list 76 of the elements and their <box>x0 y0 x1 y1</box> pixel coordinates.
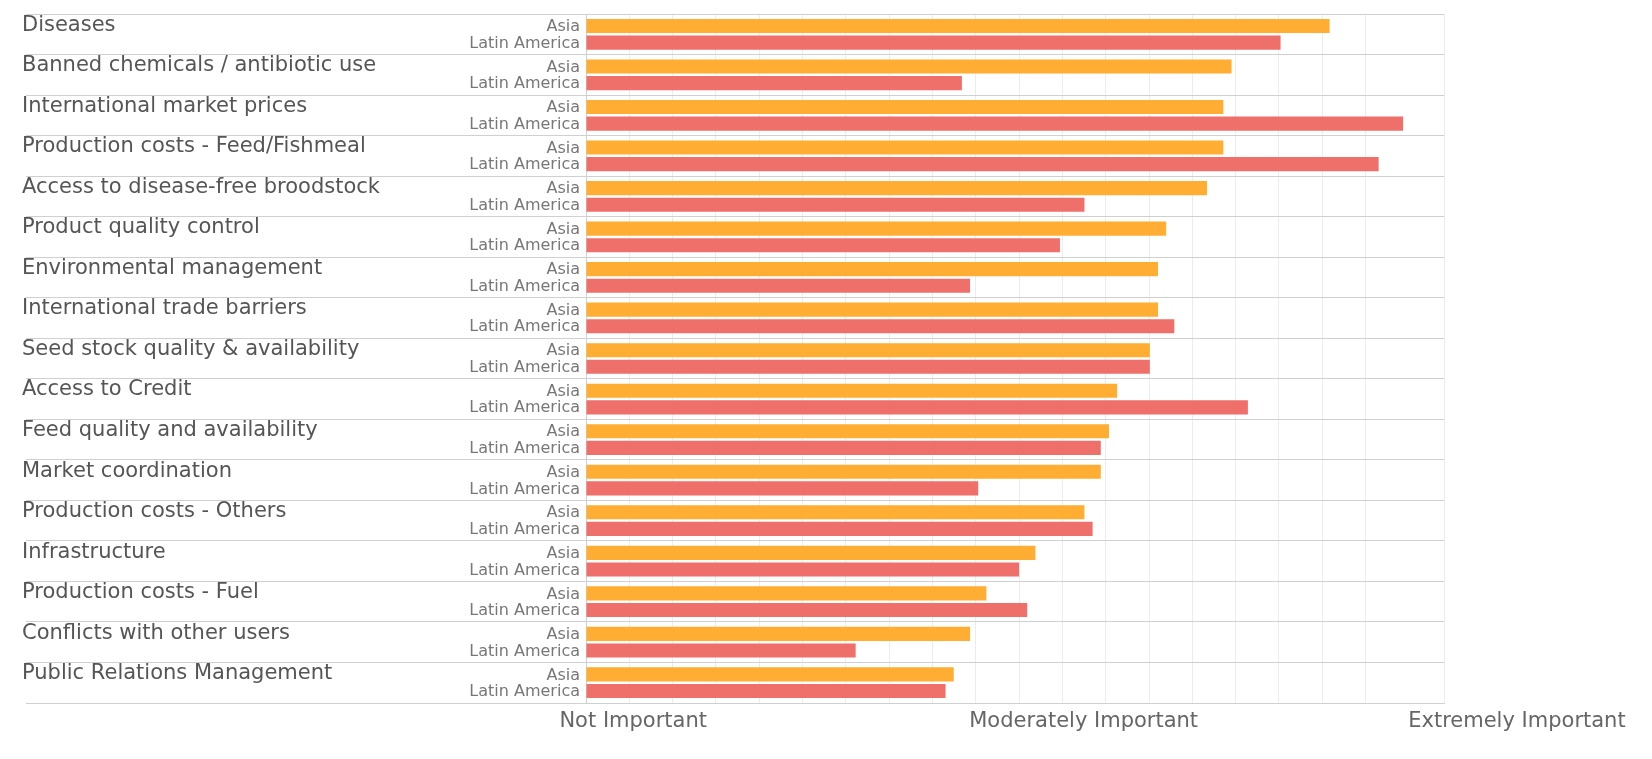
bar <box>586 586 987 601</box>
text: Latin America <box>469 559 580 579</box>
bar <box>586 140 1224 155</box>
bar <box>586 319 1175 334</box>
bar <box>586 505 1085 520</box>
bar <box>586 521 1093 536</box>
bar <box>586 481 979 496</box>
bar <box>586 643 856 658</box>
y-tick-label: Feed quality and availability <box>22 417 318 442</box>
text: Asia <box>546 56 580 76</box>
bar <box>586 383 1118 398</box>
y-tick-label: Infrastructure <box>22 538 166 563</box>
bar <box>586 99 1224 115</box>
bar <box>586 197 1085 212</box>
text: Asia <box>546 299 580 319</box>
bar <box>586 157 1379 172</box>
bar <box>586 181 1208 196</box>
text: Asia <box>546 664 580 684</box>
text: Asia <box>546 380 580 400</box>
text: Asia <box>546 218 580 238</box>
text: Latin America <box>469 235 580 255</box>
text: Extremely Important <box>1408 707 1626 732</box>
y-tick-label: Production costs - Fuel <box>22 579 259 604</box>
y-tick-label: Production costs - Others <box>22 498 287 523</box>
text: Moderately Important <box>969 707 1199 732</box>
bar <box>586 262 1158 277</box>
text: Latin America <box>469 519 580 539</box>
text: Asia <box>546 137 580 157</box>
bar <box>586 440 1101 455</box>
text: Latin America <box>469 681 580 701</box>
bar <box>586 602 1028 618</box>
text: Asia <box>546 461 580 481</box>
bar <box>586 18 1330 34</box>
text: Asia <box>546 421 580 441</box>
text: Asia <box>546 583 580 603</box>
bar <box>586 562 1020 577</box>
bar <box>586 626 971 641</box>
bar <box>586 116 1404 131</box>
bar <box>586 343 1150 358</box>
y-tick-label: International trade barriers <box>22 295 307 320</box>
text: Asia <box>546 542 580 562</box>
y-tick-label: Market coordination <box>22 457 232 482</box>
text: Latin America <box>469 478 580 498</box>
bar <box>586 545 1036 560</box>
y-tick-label: Environmental management <box>22 254 323 279</box>
text: Latin America <box>469 397 580 417</box>
bar <box>586 35 1281 50</box>
y-tick-label: Production costs - Feed/Fishmeal <box>22 133 366 158</box>
text: Not Important <box>559 707 707 732</box>
bar <box>586 359 1150 374</box>
bar <box>586 59 1232 74</box>
bar <box>586 221 1167 236</box>
bar <box>586 683 946 699</box>
y-tick-label: Access to Credit <box>22 376 192 401</box>
bar <box>586 238 1060 253</box>
text: Latin America <box>469 73 580 93</box>
y-tick-label: Product quality control <box>22 214 260 239</box>
y-tick-label: International market prices <box>22 92 308 117</box>
bar <box>586 302 1158 317</box>
bar <box>586 400 1248 415</box>
text: Asia <box>546 502 580 522</box>
y-tick-label: Diseases <box>22 11 116 36</box>
bar <box>586 424 1109 439</box>
text: Latin America <box>469 438 580 458</box>
bar <box>586 76 962 91</box>
y-tick-label: Seed stock quality & availability <box>22 335 360 360</box>
bar <box>586 464 1101 479</box>
text: Latin America <box>469 154 580 174</box>
y-tick-label: Access to disease-free broodstock <box>22 173 381 198</box>
text: Latin America <box>469 600 580 620</box>
y-tick-label: Banned chemicals / antibiotic use <box>22 52 377 77</box>
y-tick-label: Public Relations Management <box>22 660 333 685</box>
y-tick-label: Conflicts with other users <box>22 619 290 644</box>
text: Latin America <box>469 316 580 336</box>
bar <box>586 278 971 293</box>
bar <box>586 667 954 682</box>
